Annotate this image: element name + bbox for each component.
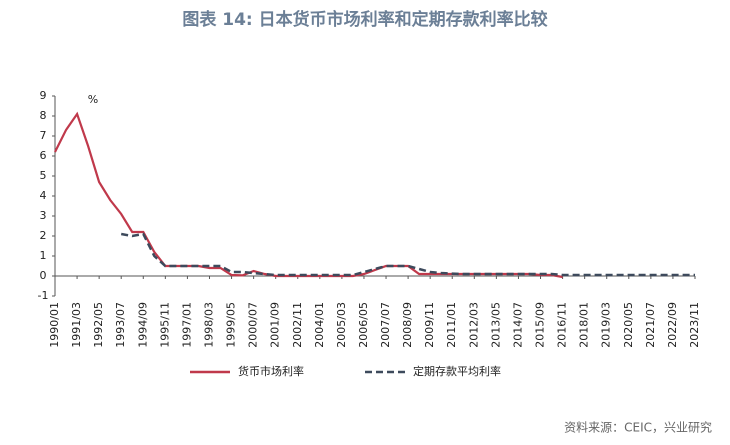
x-tick-label: 2009/11: [423, 302, 436, 348]
x-tick-label: 2018/01: [578, 302, 591, 348]
series-line: [120, 232, 695, 277]
y-tick-label: 1: [40, 249, 47, 262]
x-tick-label: 2005/03: [335, 302, 348, 348]
x-tick-label: 1998/03: [202, 302, 215, 348]
legend-label: 定期存款平均利率: [413, 364, 501, 378]
y-tick-label: 0: [40, 269, 47, 282]
y-tick-label: 5: [40, 169, 47, 182]
chart-title: 图表 14: 日本货币市场利率和定期存款利率比较: [182, 9, 547, 30]
x-tick-label: 1993/07: [114, 302, 127, 348]
x-tick-label: 2021/07: [644, 302, 657, 348]
x-tick-label: 2022/09: [666, 302, 679, 348]
y-tick-label: 6: [40, 149, 47, 162]
x-tick-label: 2012/03: [467, 302, 480, 348]
x-tick-label: 1999/05: [225, 302, 238, 348]
x-tick-label: 1995/11: [158, 302, 171, 348]
x-tick-label: 2001/09: [269, 302, 282, 348]
y-tick-label: 3: [40, 209, 47, 222]
x-tick-label: 2002/11: [291, 302, 304, 348]
source: 资料来源：CEIC，兴业研究: [564, 420, 712, 435]
x-tick-label: 1990/01: [48, 302, 61, 348]
x-tick-label: 2007/07: [379, 302, 392, 348]
y-tick-label: 2: [40, 229, 47, 242]
x-tick-label: 2013/05: [489, 302, 502, 348]
x-tick-label: 2000/07: [247, 302, 260, 348]
x-tick-label: 2004/01: [313, 302, 326, 348]
x-tick-label: 2023/11: [688, 302, 701, 348]
y-tick-label: 4: [40, 189, 47, 202]
x-tick-label: 2014/07: [511, 302, 524, 348]
x-tick-label: 1992/05: [92, 302, 105, 348]
legend-label: 货币市场利率: [238, 364, 304, 378]
y-tick-label: 9: [40, 89, 47, 102]
x-tick-label: 2011/01: [445, 302, 458, 348]
x-tick-label: 2019/03: [600, 302, 613, 348]
x-tick-label: 2020/05: [622, 302, 635, 348]
series-line: [54, 111, 563, 279]
x-tick-label: 1991/03: [70, 302, 83, 348]
y-tick-label: -1: [38, 289, 49, 302]
x-tick-label: 1997/01: [180, 302, 193, 348]
x-tick-label: 2015/09: [534, 302, 547, 348]
x-tick-label: 2008/09: [401, 302, 414, 348]
y-tick-label: 7: [40, 129, 47, 142]
y-tick-label: 8: [40, 109, 47, 122]
x-tick-label: 2006/05: [357, 302, 370, 348]
x-tick-label: 1994/09: [136, 302, 149, 348]
unit-label: %: [88, 93, 98, 106]
x-tick-label: 2016/11: [556, 302, 569, 348]
